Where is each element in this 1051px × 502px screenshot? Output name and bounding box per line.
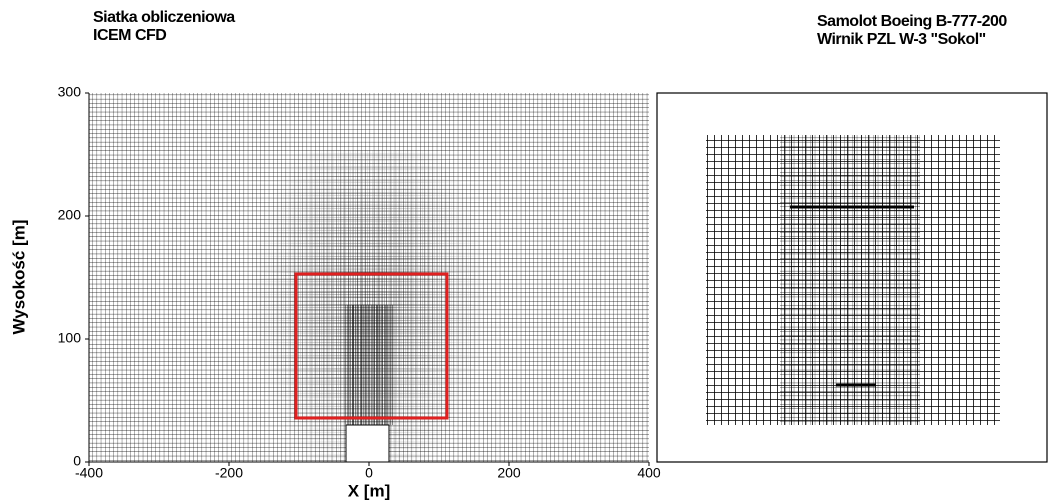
y-axis-label: Wysokość [m]: [9, 220, 28, 335]
mesh-right: [656, 92, 1048, 463]
x-tick-label: 400: [637, 465, 661, 481]
x-tick-label: 200: [497, 465, 521, 481]
title-line: ICEM CFD: [93, 27, 166, 44]
subtitle-line: Samolot Boeing B-777-200: [817, 13, 1007, 30]
x-tick-label: -400: [75, 465, 103, 481]
y-tick-label: 100: [58, 330, 82, 346]
y-tick-label: 200: [58, 207, 82, 223]
ticks: -400 -200 0 200 400 0 100 200 300: [58, 84, 661, 481]
subtitle-line: Wirnik PZL W-3 "Sokol": [817, 31, 986, 48]
title-line: Siatka obliczeniowa: [93, 9, 235, 26]
x-tick-label: 0: [365, 465, 373, 481]
y-tick-label: 300: [58, 84, 82, 100]
x-axis-label: X [m]: [348, 481, 391, 500]
x-tick-label: -200: [215, 465, 243, 481]
mesh-left: [88, 93, 649, 463]
y-tick-label: 0: [73, 453, 81, 469]
